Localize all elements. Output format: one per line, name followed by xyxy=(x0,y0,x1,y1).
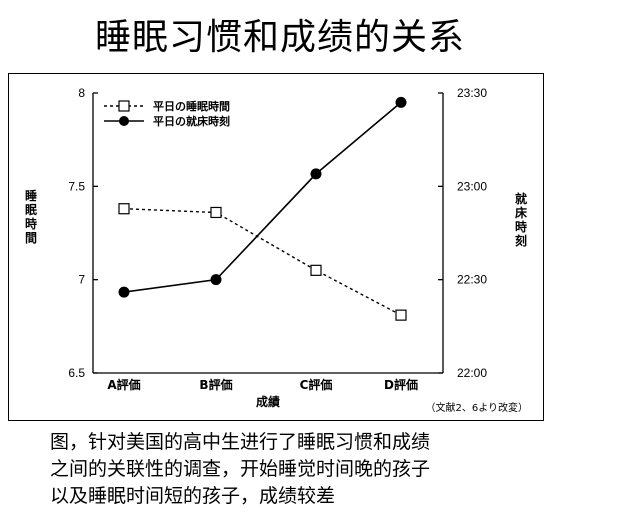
category-label: A評価 xyxy=(107,377,140,392)
left-tick-label: 8 xyxy=(78,86,85,100)
data-point-sleep-time xyxy=(310,264,322,276)
right-tick-label: 23:00 xyxy=(457,179,487,193)
right-tick-label: 22:00 xyxy=(457,366,487,380)
legend-marker-bedtime xyxy=(119,116,129,126)
category-label: C評価 xyxy=(300,377,333,392)
data-point-bedtime xyxy=(118,286,130,298)
legend-label-sleep-time: 平日の睡眠時間 xyxy=(153,99,230,113)
right-axis-title: 就床時刻 xyxy=(515,191,528,248)
data-point-bedtime xyxy=(310,168,322,180)
caption-line: 以及睡眠时间短的孩子，成绩较差 xyxy=(50,485,336,507)
figure-caption: 图，针对美国的高中生进行了睡眠习惯和成绩 之间的关联性的调查，开始睡觉时间晚的孩… xyxy=(50,429,610,510)
data-point-sleep-time xyxy=(118,203,130,215)
data-point-sleep-time xyxy=(210,206,222,219)
page-title: 睡眠习惯和成绩的关系 xyxy=(94,17,465,58)
right-tick-label: 22:30 xyxy=(457,273,487,287)
category-label: D評価 xyxy=(384,377,418,392)
x-axis-title: 成績 xyxy=(256,394,280,409)
caption-line: 之间的关联性的调查，开始睡觉时间晚的孩子 xyxy=(50,458,431,480)
right-tick-label: 23:30 xyxy=(457,86,487,100)
left-tick-label: 6.5 xyxy=(68,366,85,380)
source-note: （文献2、6より改変） xyxy=(425,401,528,414)
category-label: B評価 xyxy=(199,377,232,392)
data-point-bedtime xyxy=(395,96,407,108)
left-tick-label: 7.5 xyxy=(68,179,85,193)
legend-marker-sleep-time xyxy=(118,100,130,112)
data-point-bedtime xyxy=(210,274,222,286)
legend-label-bedtime: 平日の就床時刻 xyxy=(153,114,230,128)
series-line-sleep-time xyxy=(123,208,402,316)
caption-line: 图，针对美国的高中生进行了睡眠习惯和成绩 xyxy=(50,431,431,453)
series-line-bedtime xyxy=(123,101,402,293)
left-axis-title: 睡眠時間 xyxy=(25,188,37,245)
chart-frame xyxy=(8,73,544,421)
left-tick-label: 7 xyxy=(78,273,85,287)
data-point-sleep-time xyxy=(395,309,407,321)
